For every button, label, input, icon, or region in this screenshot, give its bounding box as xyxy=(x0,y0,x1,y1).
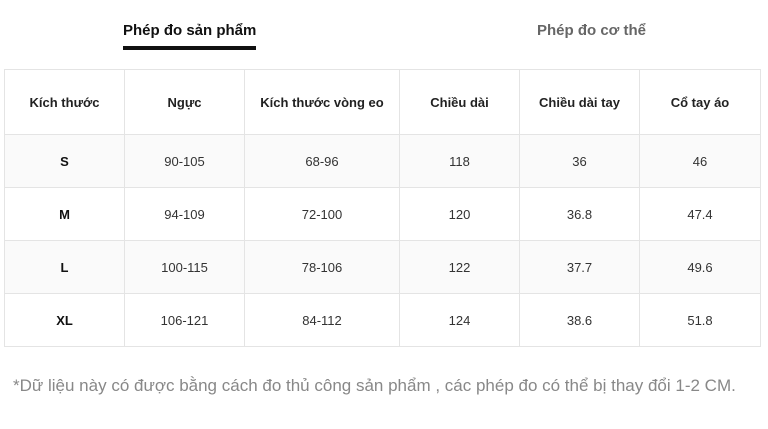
cell-sleeve-length: 38.6 xyxy=(519,293,640,347)
tab-product-label: Phép đo sản phẩm xyxy=(123,22,257,39)
table-row: M 94-109 72-100 120 36.8 47.4 xyxy=(4,187,761,241)
table-header-row: Kích thước Ngực Kích thước vòng eo Chiều… xyxy=(4,69,761,135)
table-row: XL 106-121 84-112 124 38.6 51.8 xyxy=(4,293,761,347)
cell-chest: 100-115 xyxy=(124,240,245,294)
cell-sleeve-length: 36 xyxy=(519,134,640,188)
table-row: L 100-115 78-106 122 37.7 49.6 xyxy=(4,240,761,294)
cell-length: 118 xyxy=(399,134,520,188)
cell-chest: 94-109 xyxy=(124,187,245,241)
header-chest: Ngực xyxy=(124,69,245,135)
measurement-tabs: Phép đo sản phẩm Phép đo cơ thể xyxy=(0,0,768,60)
cell-length: 122 xyxy=(399,240,520,294)
cell-cuff: 46 xyxy=(639,134,761,188)
cell-chest: 106-121 xyxy=(124,293,245,347)
active-tab-underline xyxy=(123,46,257,50)
cell-waist: 78-106 xyxy=(244,240,400,294)
cell-cuff: 51.8 xyxy=(639,293,761,347)
cell-waist: 84-112 xyxy=(244,293,400,347)
cell-length: 120 xyxy=(399,187,520,241)
tab-body-label: Phép đo cơ thể xyxy=(537,22,647,39)
cell-sleeve-length: 36.8 xyxy=(519,187,640,241)
table-row: S 90-105 68-96 118 36 46 xyxy=(4,134,761,188)
cell-length: 124 xyxy=(399,293,520,347)
tab-product-measurements[interactable]: Phép đo sản phẩm xyxy=(123,22,257,50)
header-waist: Kích thước vòng eo xyxy=(244,69,400,135)
cell-cuff: 49.6 xyxy=(639,240,761,294)
cell-size: XL xyxy=(4,293,125,347)
header-sleeve-length: Chiều dài tay xyxy=(519,69,640,135)
cell-size: M xyxy=(4,187,125,241)
size-chart-table: Kích thước Ngực Kích thước vòng eo Chiều… xyxy=(4,69,761,347)
cell-cuff: 47.4 xyxy=(639,187,761,241)
header-length: Chiều dài xyxy=(399,69,520,135)
measurement-note: *Dữ liệu này có được bằng cách đo thủ cô… xyxy=(13,376,736,395)
tab-body-measurements[interactable]: Phép đo cơ thể xyxy=(537,22,646,39)
header-cuff: Cổ tay áo xyxy=(639,69,761,135)
header-size: Kích thước xyxy=(4,69,125,135)
cell-size: S xyxy=(4,134,125,188)
cell-chest: 90-105 xyxy=(124,134,245,188)
cell-sleeve-length: 37.7 xyxy=(519,240,640,294)
cell-waist: 72-100 xyxy=(244,187,400,241)
cell-waist: 68-96 xyxy=(244,134,400,188)
cell-size: L xyxy=(4,240,125,294)
